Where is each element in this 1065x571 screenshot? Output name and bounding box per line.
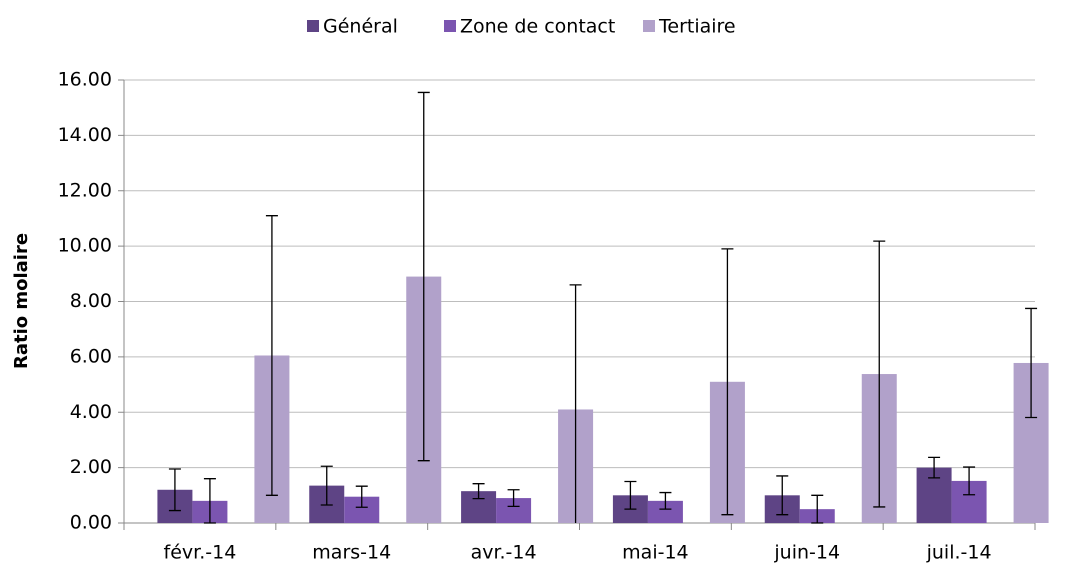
- y-tick-label: 2.00: [70, 456, 112, 478]
- error-bar: [320, 465, 333, 506]
- y-tick-label: 12.00: [58, 179, 112, 201]
- error-bar: [507, 489, 520, 508]
- error-bar: [721, 248, 734, 516]
- y-tick-label: 16.00: [58, 69, 112, 91]
- legend-label: Zone de contact: [460, 16, 615, 38]
- legend-swatch: [643, 20, 655, 32]
- x-tick-label: juil.-14: [926, 542, 992, 564]
- y-axis-label: Ratio molaire: [11, 233, 32, 369]
- error-bar: [624, 480, 637, 510]
- legend-swatch: [307, 20, 319, 32]
- error-bar: [265, 215, 278, 496]
- y-tick-label: 6.00: [70, 345, 112, 367]
- y-tick-label: 4.00: [70, 401, 112, 423]
- error-bar: [659, 491, 672, 510]
- error-bar: [963, 466, 976, 496]
- error-bar: [873, 240, 886, 508]
- error-bar: [472, 483, 485, 500]
- error-bar: [928, 456, 941, 479]
- error-bar: [355, 485, 368, 508]
- bar: [647, 500, 683, 523]
- error-bar: [569, 284, 582, 523]
- x-tick-label: avr.-14: [471, 542, 537, 564]
- error-bar: [417, 91, 430, 462]
- x-tick-label: mai-14: [622, 542, 688, 564]
- x-tick-label: juin-14: [773, 542, 840, 564]
- x-tick-label: févr.-14: [164, 542, 237, 564]
- legend-label: Tertiaire: [658, 16, 736, 38]
- y-tick-label: 14.00: [58, 124, 112, 146]
- error-bar: [168, 468, 181, 512]
- x-tick-label: mars-14: [312, 542, 391, 564]
- y-tick-label: 8.00: [70, 290, 112, 312]
- y-tick-label: 0.00: [70, 512, 112, 534]
- y-tick-label: 10.00: [58, 235, 112, 257]
- legend-swatch: [444, 20, 456, 32]
- error-bar: [1025, 307, 1038, 419]
- error-bar: [203, 478, 216, 524]
- error-bar: [811, 494, 824, 524]
- legend-label: Général: [323, 16, 398, 38]
- error-bar: [776, 475, 789, 516]
